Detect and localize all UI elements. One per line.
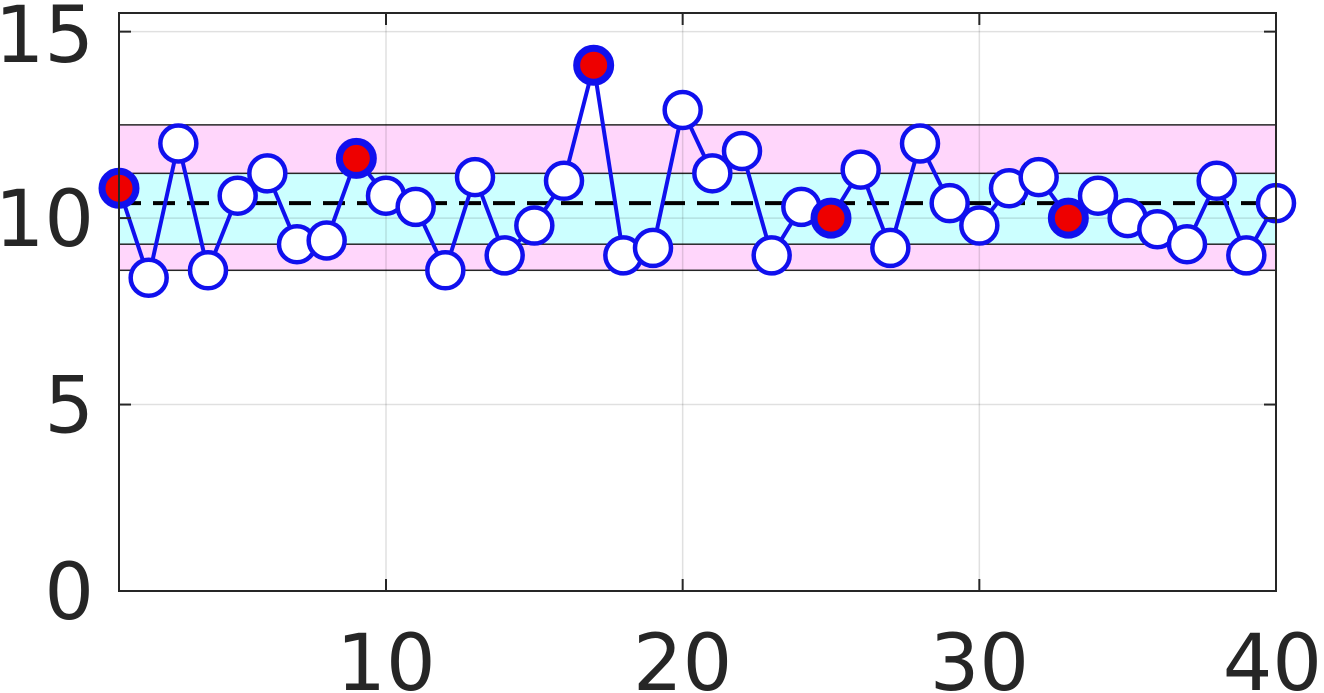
- data-point: [1077, 175, 1119, 216]
- data-point: [1226, 235, 1267, 276]
- y-tick-label: 0: [44, 548, 94, 638]
- plot-frame: [118, 12, 1277, 592]
- data-point: [306, 220, 347, 261]
- data-point: [187, 250, 229, 291]
- x-tick-label: 30: [930, 619, 1029, 693]
- data-point: [929, 182, 970, 224]
- data-point: [543, 160, 585, 202]
- data-point: [128, 257, 169, 299]
- highlighted-point: [1047, 197, 1089, 239]
- axis-ticks: [119, 13, 1277, 592]
- data-point: [870, 227, 911, 269]
- data-point: [1166, 223, 1208, 265]
- data-point: [662, 89, 703, 131]
- highlighted-point: [335, 137, 377, 179]
- highlighted-point: [810, 197, 852, 239]
- data-point: [425, 250, 466, 291]
- y-tick-label: 5: [44, 362, 94, 452]
- data-point: [959, 205, 1000, 246]
- data-point: [454, 156, 496, 198]
- y-tick-label: 10: [0, 175, 94, 265]
- data-point: [395, 186, 436, 228]
- data-point: [158, 123, 199, 164]
- data-point: [514, 205, 555, 246]
- data-point: [1196, 160, 1237, 202]
- data-point: [751, 235, 792, 276]
- data-point: [840, 149, 881, 190]
- data-point: [632, 227, 674, 269]
- highlighted-point: [573, 44, 615, 86]
- y-tick-label: 15: [0, 0, 94, 81]
- x-tick-label: 10: [336, 619, 435, 693]
- data-point: [217, 175, 258, 216]
- x-tick-label: 40: [1223, 619, 1322, 693]
- data-point: [899, 123, 941, 164]
- x-tick-label: 20: [633, 619, 732, 693]
- data-point: [484, 235, 525, 276]
- data-point: [692, 153, 733, 194]
- data-point: [1018, 156, 1059, 198]
- data-point: [247, 153, 288, 194]
- data-point: [721, 130, 763, 172]
